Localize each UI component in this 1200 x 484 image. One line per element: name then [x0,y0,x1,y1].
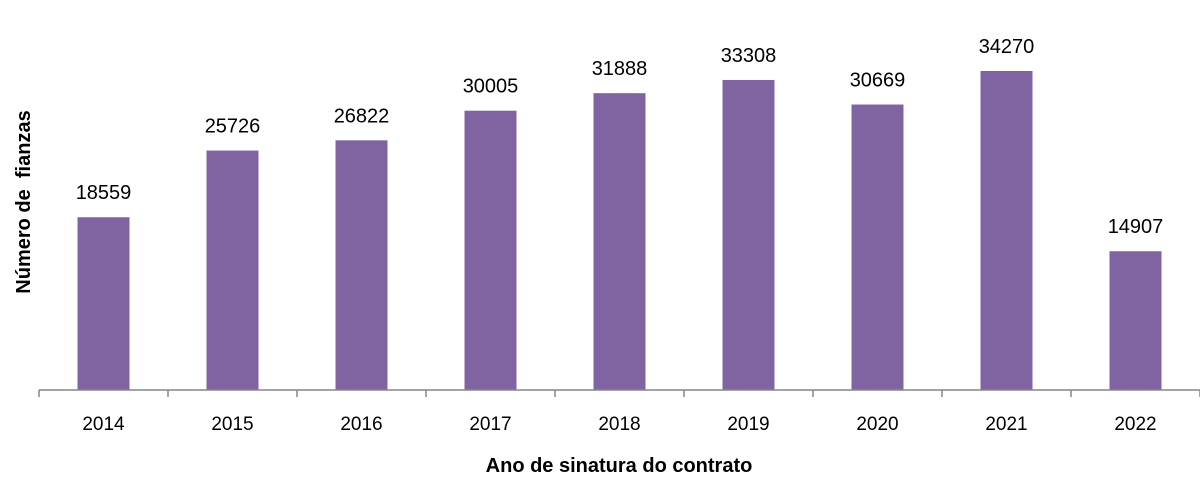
data-label-2018: 31888 [592,58,648,80]
bar-2017 [464,110,517,390]
bar-2021 [980,71,1033,390]
x-axis-title: Ano de sinatura do contrato [486,455,753,477]
bar-2020 [851,104,904,391]
x-tick-label-2015: 2015 [211,414,253,435]
x-tick-label-2014: 2014 [82,414,125,435]
data-label-2016: 26822 [334,105,390,127]
x-tick-label-2018: 2018 [598,414,640,435]
data-label-2015: 25726 [205,116,261,138]
x-tick-label-2022: 2022 [1114,414,1156,435]
data-labels-group: 18559 25726 26822 30005 31888 33308 30669 34270… [76,36,1164,238]
bar-2018 [593,93,646,391]
x-axis-ticks [38,390,1200,397]
y-axis-title: Número de fianzas [13,110,35,293]
x-tick-label-2017: 2017 [469,414,511,435]
x-axis-tick-labels: 2014 2015 2016 2017 2018 2019 2020 2021 2022 [82,414,1156,435]
data-label-2021: 34270 [979,36,1035,58]
bar-2016 [335,140,388,390]
data-label-2017: 30005 [463,76,519,98]
x-tick-label-2021: 2021 [985,414,1027,435]
data-label-2014: 18559 [76,182,132,204]
x-tick-label-2020: 2020 [856,414,898,435]
x-tick-label-2016: 2016 [340,414,382,435]
data-label-2019: 33308 [721,45,777,67]
bar-2015 [206,150,259,390]
data-label-2022: 14907 [1108,216,1164,238]
bar-2019 [722,79,775,390]
data-label-2020: 30669 [850,70,906,92]
bar-2014 [77,217,130,390]
bars-group [77,71,1162,391]
x-tick-label-2019: 2019 [727,414,769,435]
bar-2022 [1109,251,1162,390]
